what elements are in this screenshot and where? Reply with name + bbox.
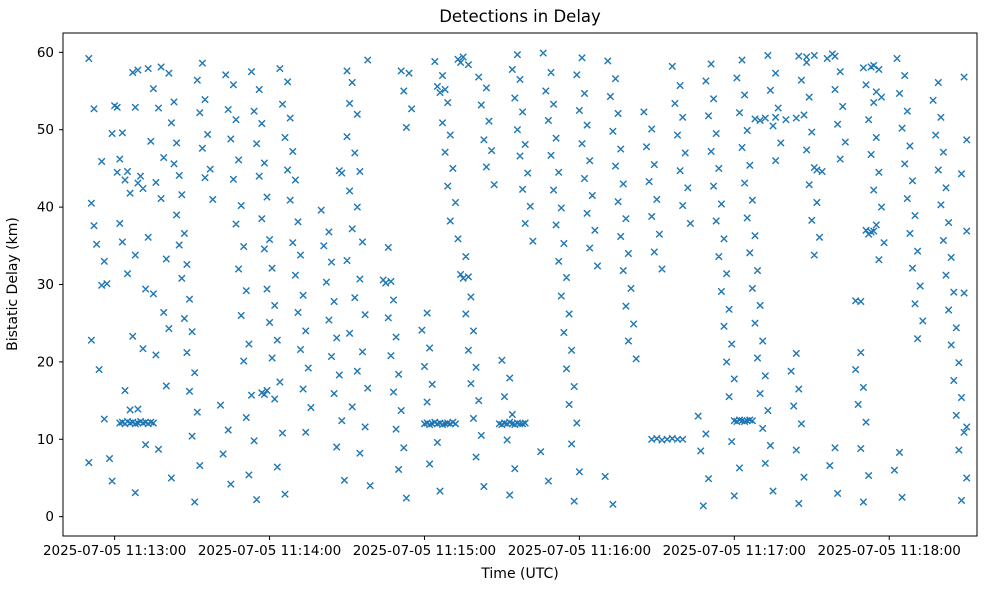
x-tick-label: 2025-07-05 11:14:00 xyxy=(198,543,341,559)
scatter-points xyxy=(85,49,971,510)
x-tick-label: 2025-07-05 11:15:00 xyxy=(353,543,496,559)
x-axis-label: Time (UTC) xyxy=(480,566,558,582)
x-tick-label: 2025-07-05 11:13:00 xyxy=(43,543,186,559)
y-tick-label: 60 xyxy=(37,45,54,61)
y-tick-label: 40 xyxy=(37,200,54,216)
y-axis-label: Bistatic Delay (km) xyxy=(5,217,21,351)
x-tick-label: 2025-07-05 11:16:00 xyxy=(508,543,651,559)
y-tick-label: 20 xyxy=(37,354,54,370)
y-tick-label: 50 xyxy=(37,122,54,138)
y-tick-label: 10 xyxy=(37,432,54,448)
chart-title: Detections in Delay xyxy=(439,7,601,26)
x-tick-label: 2025-07-05 11:18:00 xyxy=(818,543,961,559)
x-axis-ticks: 2025-07-05 11:13:00 2025-07-05 11:14:00 20… xyxy=(43,536,961,559)
y-axis-ticks: 0 10 20 30 40 50 60 xyxy=(37,45,63,525)
y-tick-label: 0 xyxy=(45,509,54,525)
y-tick-label: 30 xyxy=(37,277,54,293)
x-tick-label: 2025-07-05 11:17:00 xyxy=(663,543,806,559)
